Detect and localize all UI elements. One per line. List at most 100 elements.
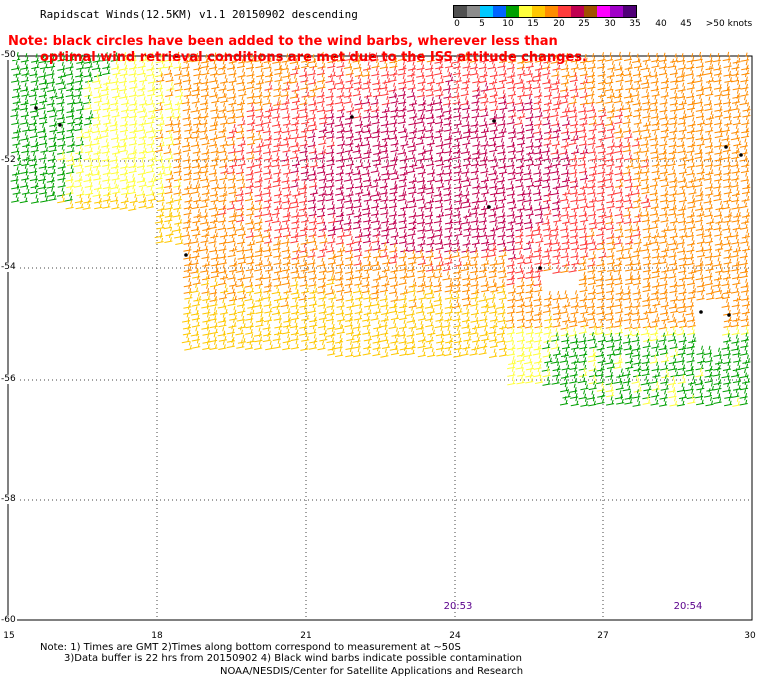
- wind-barb: [281, 157, 290, 167]
- wind-barb: [669, 115, 678, 125]
- wind-barb: [407, 102, 416, 112]
- wind-barb: [352, 319, 361, 329]
- wind-barb: [236, 171, 245, 182]
- wind-barb: [542, 102, 551, 112]
- wind-barb: [669, 214, 678, 224]
- wind-barb: [740, 338, 749, 348]
- wind-barb: [498, 151, 507, 161]
- wind-barb: [642, 198, 651, 209]
- wind-barb: [308, 207, 317, 217]
- wind-barb: [309, 241, 318, 251]
- wind-barb: [470, 305, 480, 316]
- wind-barb: [120, 117, 129, 127]
- wind-barb: [21, 143, 30, 154]
- wind-barb: [64, 192, 73, 202]
- wind-barb: [497, 208, 506, 218]
- wind-barb: [344, 276, 353, 286]
- wind-barb: [587, 353, 596, 363]
- wind-barb: [496, 255, 505, 265]
- wind-barb: [74, 121, 83, 132]
- wind-barb: [667, 313, 676, 323]
- wind-barb: [462, 276, 471, 287]
- wind-barb: [641, 366, 650, 377]
- wind-barb: [227, 114, 236, 125]
- wind-barb: [235, 221, 244, 231]
- wind-barb: [416, 88, 425, 98]
- wind-barb: [181, 138, 191, 148]
- wind-barb: [443, 122, 453, 132]
- wind-barb: [462, 236, 471, 246]
- wind-barb: [361, 136, 370, 147]
- wind-barb: [650, 331, 659, 342]
- wind-barb: [343, 51, 353, 62]
- contamination-marker: [538, 266, 542, 270]
- wind-barb: [424, 200, 433, 210]
- wind-barb: [218, 179, 227, 190]
- wind-barb: [337, 102, 346, 112]
- wind-barb: [407, 61, 417, 71]
- wind-barb: [686, 108, 695, 118]
- wind-barb: [632, 96, 641, 106]
- wind-barb: [669, 339, 678, 350]
- wind-barb: [703, 345, 713, 356]
- wind-barb: [328, 80, 337, 91]
- wind-barb: [732, 80, 741, 91]
- wind-barb: [263, 269, 272, 280]
- wind-barb: [579, 145, 589, 155]
- wind-barb: [173, 164, 182, 174]
- wind-barb: [668, 354, 677, 365]
- wind-barb: [182, 101, 191, 112]
- wind-barb: [408, 173, 417, 183]
- wind-barb: [202, 221, 211, 231]
- wind-barb: [517, 87, 526, 98]
- wind-barb: [271, 152, 280, 162]
- wind-barb: [417, 165, 426, 175]
- lon-label: 15: [3, 631, 15, 641]
- wind-barb: [371, 199, 380, 209]
- wind-barb: [499, 164, 508, 175]
- wind-barb: [533, 243, 542, 253]
- wind-barb: [596, 235, 606, 245]
- wind-barb: [677, 345, 686, 356]
- wind-barb: [478, 193, 487, 203]
- wind-barb: [640, 310, 649, 321]
- wind-barb: [606, 298, 615, 309]
- wind-barb: [156, 192, 165, 203]
- wind-barb: [667, 206, 677, 216]
- wind-barb: [210, 66, 219, 76]
- wind-barb: [453, 341, 462, 351]
- wind-barb: [444, 243, 453, 253]
- wind-barb: [209, 52, 218, 62]
- lat-label: -58: [0, 494, 17, 504]
- wind-barb: [273, 229, 283, 239]
- wind-barb: [624, 151, 633, 161]
- wind-barb: [452, 283, 461, 293]
- wind-barb: [200, 109, 209, 119]
- wind-barb: [57, 52, 66, 62]
- wind-barb: [174, 66, 183, 76]
- wind-barb: [415, 249, 424, 259]
- wind-barb: [246, 206, 255, 216]
- wind-barb: [210, 268, 220, 279]
- wind-barb: [606, 346, 616, 356]
- wind-barb: [560, 108, 569, 118]
- wind-barb: [480, 277, 489, 287]
- wind-barb: [481, 282, 490, 293]
- wind-barb: [508, 124, 517, 134]
- wind-barb: [560, 75, 570, 85]
- wind-barb: [640, 326, 649, 336]
- wind-barb: [352, 220, 361, 230]
- wind-barb: [272, 298, 281, 309]
- wind-barb: [515, 178, 524, 188]
- wind-barb: [605, 166, 614, 176]
- wind-barb: [317, 51, 326, 62]
- wind-barb: [571, 255, 580, 266]
- wind-barb: [659, 290, 668, 300]
- wind-barb: [497, 109, 506, 119]
- contamination-marker: [350, 115, 354, 119]
- wind-barb: [579, 171, 589, 181]
- wind-barb: [424, 299, 433, 309]
- wind-barb: [678, 122, 687, 132]
- wind-barb: [667, 332, 676, 342]
- wind-barb: [525, 312, 534, 322]
